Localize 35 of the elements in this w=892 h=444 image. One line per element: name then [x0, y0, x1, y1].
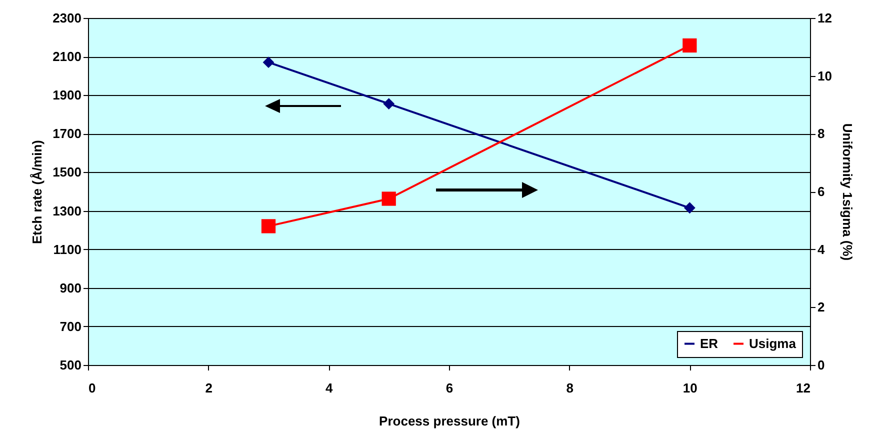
point: [682, 38, 697, 53]
y2-axis-title: Uniformity 1sigma (%): [840, 123, 855, 261]
y2-tick-label: 4: [818, 242, 826, 257]
x-tick-label: 12: [796, 380, 810, 396]
legend-label: ER: [700, 336, 719, 351]
y-tick-label: 1100: [53, 242, 82, 257]
y2-tick-label: 0: [818, 358, 825, 372]
point: [684, 202, 696, 214]
legend-label: Usigma: [749, 336, 797, 351]
x-tick-label: 10: [682, 380, 698, 396]
y2-tick-label: 8: [818, 126, 825, 142]
y-tick-label: 1700: [52, 126, 82, 142]
x-tick-label: 8: [566, 380, 574, 396]
y2-tick-label: 2: [818, 300, 825, 315]
point: [382, 192, 396, 206]
y-tick-label: 1500: [52, 164, 82, 180]
y-tick-label: 1300: [52, 203, 82, 218]
y2-tick-label: 12: [818, 10, 832, 26]
x-tick-label: 6: [446, 380, 454, 396]
point: [383, 98, 395, 110]
x-tick-label: 4: [326, 380, 334, 396]
x-axis-title: Process pressure (mT): [379, 414, 520, 428]
y-axis-title: Etch rate (Å/min): [30, 140, 45, 244]
y-tick-label: 1900: [52, 88, 82, 103]
point: [262, 56, 274, 68]
y2-tick-label: 6: [818, 184, 825, 199]
y2-tick-label: 10: [818, 68, 832, 84]
x-tick-label: 0: [88, 380, 96, 396]
y-tick-label: 500: [60, 358, 82, 372]
x-tick-label: 2: [205, 380, 212, 396]
point: [261, 219, 276, 234]
y-tick-label: 700: [60, 318, 82, 334]
y-tick-label: 2100: [52, 49, 82, 64]
y-tick-label: 900: [60, 280, 82, 296]
y-tick-label: 2300: [52, 10, 82, 26]
